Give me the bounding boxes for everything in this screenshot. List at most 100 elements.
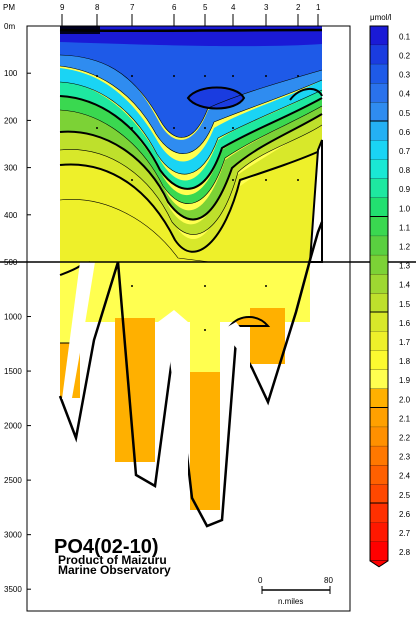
lower-section [58,221,324,528]
colorbar-swatch [370,369,388,389]
colorbar-swatch [370,102,388,122]
y-tick-label: 3000 [4,531,22,540]
y-tick-label: 500 [4,258,18,267]
colorbar-swatch [370,408,388,428]
contour-thin [59,105,323,204]
colorbar-label: 2.6 [399,510,411,519]
sample-dot [96,127,98,129]
orange-lens-4 [227,316,271,327]
scale-bar-start: 0 [258,576,263,585]
contour-thick-surface [59,28,323,33]
colorbar-label: 0.2 [399,51,411,60]
y-tick-label: 2500 [4,476,22,485]
y-tick-label: 3500 [4,585,22,594]
colorbar-swatch [370,465,388,485]
contour-thin [59,54,323,138]
contour-thick-0.5 [59,95,323,190]
colorbar-label: 0.7 [399,147,411,156]
colorbar-swatch [370,274,388,294]
lower-fill-orange-5 [190,372,220,510]
contour-thick-1.0 [59,113,323,221]
band-0.2 [60,34,322,138]
colorbar-label: 0.6 [399,128,411,137]
seabed-white-2 [158,310,188,512]
station-label: 1 [316,3,321,12]
band-0.8 [60,80,322,189]
colorbar-swatch [370,522,388,542]
colorbar-swatch [370,312,388,332]
colorbar: 0.1 0.2 0.3 0.4 0.5 0.6 0.7 0.8 0.9 1.0 1.1 1.2 1.3 1… [369,25,411,568]
colorbar-swatch [370,255,388,275]
colorbar-label: 2.2 [399,433,411,442]
band-1.0 [60,92,322,204]
band-0.6 [60,68,322,175]
colorbar-label: 1.0 [399,204,411,213]
colorbar-swatch [370,541,388,561]
colorbar-label: 0.8 [399,166,411,175]
colorbar-label: 1.8 [399,357,411,366]
colorbar-swatch [370,446,388,466]
lower-fill-yellow-3 [250,262,285,308]
seabed-white-3 [222,322,250,380]
colorbar-label: 2.8 [399,548,411,557]
sample-dot [204,285,206,287]
station-label: 7 [130,3,135,12]
sample-dots [96,75,299,331]
station-label: 6 [172,3,177,12]
sample-dot [204,179,206,181]
colorbar-swatch [370,331,388,351]
upper-contours [59,28,323,262]
sample-dot [265,179,267,181]
colorbar-arrow [369,560,389,568]
colorbar-label: 2.0 [399,395,411,404]
lower-fill-yellow-5 [190,262,220,372]
sample-dot [297,179,299,181]
credit-line-1: Product of Maizuru [58,553,167,567]
colorbar-label: 1.3 [399,262,411,271]
colorbar-label: 2.1 [399,414,411,423]
band-1.2 [60,104,322,220]
colorbar-label: 1.5 [399,300,411,309]
colorbar-label: 1.4 [399,281,411,290]
sample-dot [265,285,267,287]
sample-dot [204,75,206,77]
colorbar-label: 1.9 [399,376,411,385]
seabed-outline [58,221,324,528]
colorbar-label: 1.1 [399,223,411,232]
seabed-white-1 [62,262,95,399]
colorbar-swatch [370,427,388,447]
y-tick-label: 300 [4,164,18,173]
station-label: 4 [231,3,236,12]
colorbar-swatch [370,217,388,237]
band-1.8 [60,130,322,262]
scale-bar: 0 80 n.miles [258,576,333,606]
chart-title: PO4(02-10) [54,536,159,558]
contour-thin [59,199,211,262]
sample-dot [131,179,133,181]
sample-dot [232,127,234,129]
colorbar-swatch [370,293,388,313]
sample-dot [131,127,133,129]
credit-line-2: Marine Observatory [58,563,171,577]
colorbar-swatch [370,121,388,141]
sample-dot [297,75,299,77]
sample-dot [131,75,133,77]
colorbar-swatch [370,484,388,504]
station-label: 2 [296,3,301,12]
y-tick-label: 1000 [4,313,22,322]
station-label: 9 [60,3,65,12]
upper-section [60,26,322,262]
sample-dot [204,329,206,331]
colorbar-label: 2.3 [399,453,411,462]
y-tick-label: 1500 [4,367,22,376]
contour-thin [59,81,323,175]
station-label: 8 [95,3,100,12]
colorbar-label: 0.1 [399,32,411,41]
colorbar-label: 1.7 [399,338,411,347]
colorbar-swatch [370,503,388,523]
dark-blue-patch-4 [188,87,244,109]
scale-bar-end: 80 [324,576,333,585]
colorbar-label: 0.5 [399,109,411,118]
station-label: 5 [203,3,208,12]
